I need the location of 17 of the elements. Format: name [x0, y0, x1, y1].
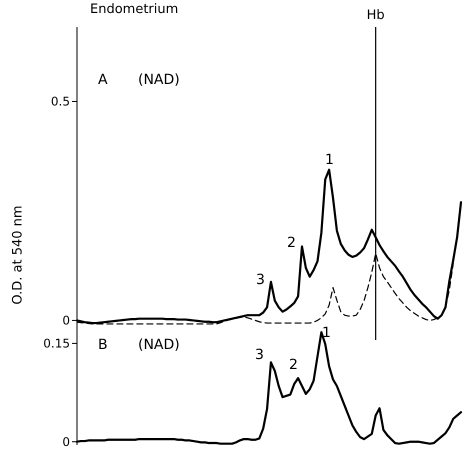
annotation: 1 [325, 152, 334, 168]
y-tick-label: 0.5 [50, 94, 70, 109]
annotation: A [98, 72, 108, 88]
annotation: (NAD) [138, 72, 180, 88]
x-tick-label: Hb [366, 8, 385, 23]
y-tick-label: 0 [62, 314, 70, 328]
y-axis-title: O.D. at 540 nm [10, 205, 26, 305]
annotation: 1 [322, 325, 331, 341]
chart-title: Endometrium [90, 2, 178, 17]
annotation: 2 [289, 357, 298, 373]
annotation: 2 [287, 235, 296, 251]
y-tick-label: 0 [62, 434, 70, 449]
y-tick-label: 0.15 [43, 336, 70, 351]
annotation: (NAD) [138, 337, 180, 353]
annotation: 3 [256, 272, 265, 288]
annotation: 3 [255, 347, 264, 363]
annotation: B [98, 337, 108, 353]
